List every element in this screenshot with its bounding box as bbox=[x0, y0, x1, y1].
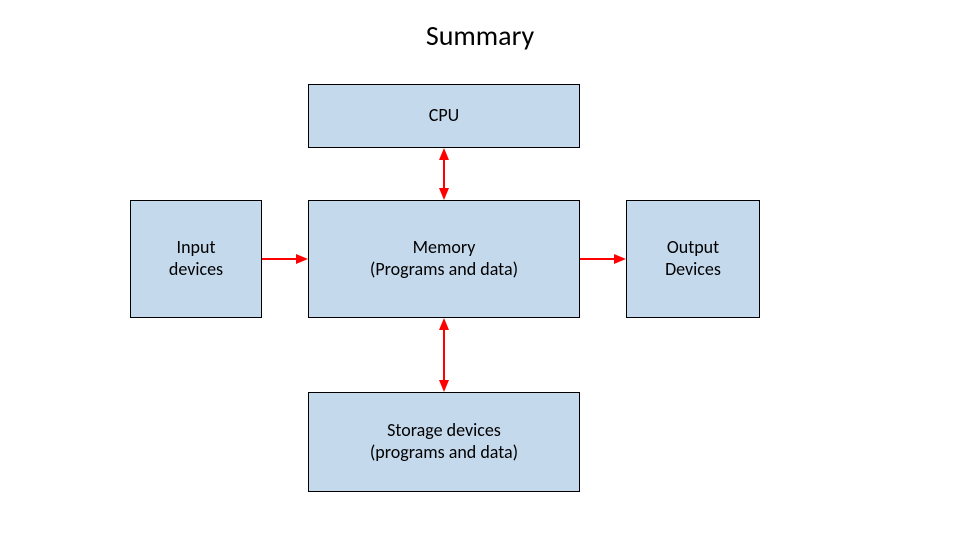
node-input-line: Input bbox=[177, 237, 216, 259]
node-memory: Memory(Programs and data) bbox=[308, 200, 580, 318]
node-cpu-line: CPU bbox=[429, 105, 459, 127]
node-input-line: devices bbox=[169, 259, 223, 281]
node-memory-line: (Programs and data) bbox=[370, 259, 518, 281]
node-cpu: CPU bbox=[308, 84, 580, 148]
node-output: OutputDevices bbox=[626, 200, 760, 318]
node-storage-line: (programs and data) bbox=[370, 442, 518, 464]
node-input: Inputdevices bbox=[130, 200, 262, 318]
node-output-line: Output bbox=[667, 237, 719, 259]
node-storage: Storage devices(programs and data) bbox=[308, 392, 580, 492]
node-memory-line: Memory bbox=[413, 237, 476, 259]
node-storage-line: Storage devices bbox=[387, 420, 501, 442]
slide-title: Summary bbox=[0, 18, 960, 53]
node-output-line: Devices bbox=[665, 259, 721, 281]
